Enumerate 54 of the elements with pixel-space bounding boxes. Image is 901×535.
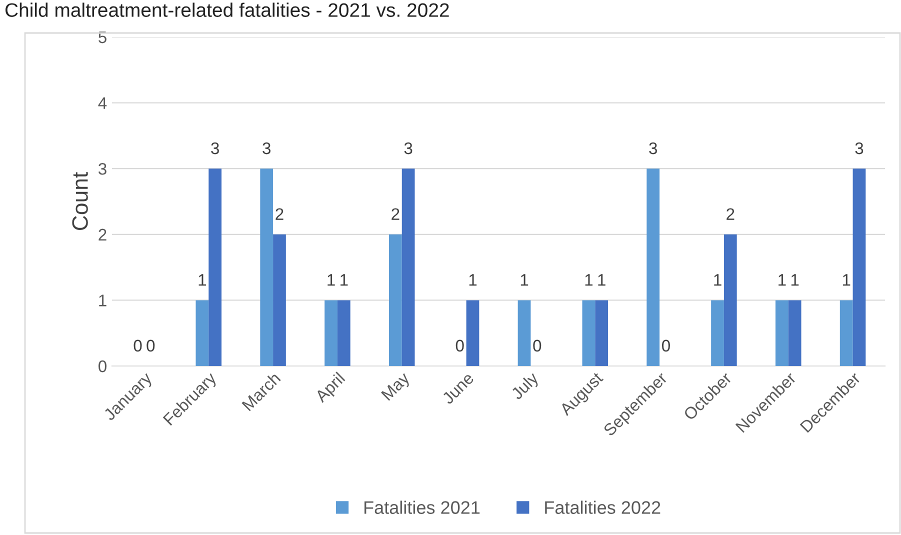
data-label: 1 [469,274,477,286]
x-tick-label: May [381,371,413,404]
data-label: 1 [198,274,206,286]
legend-label: Fatalities 2022 [545,500,660,514]
bar [208,168,222,366]
bar [518,300,531,366]
data-label: 1 [791,274,799,286]
y-tick-label: 0 [98,360,106,372]
data-label: 1 [842,274,850,286]
data-label: 1 [778,274,786,286]
data-label: 0 [456,340,464,352]
bar [711,300,724,366]
data-label: 2 [726,208,734,220]
bar [324,300,338,366]
y-tick-label: 4 [98,97,107,109]
data-label: 3 [649,142,657,154]
y-axis-title: Count [72,172,88,230]
bar [646,168,660,366]
bar [337,300,350,366]
data-label: 1 [585,274,593,286]
bar [595,300,608,366]
legend-label: Fatalities 2021 [364,500,480,514]
data-label: 1 [714,274,722,286]
data-label: 1 [328,274,335,286]
y-tick-label: 3 [98,163,106,175]
bar [788,300,802,366]
bar [582,300,596,366]
data-label: 1 [520,274,528,286]
bar [196,300,209,366]
data-label: 2 [392,208,400,220]
y-tick-label: 1 [99,294,106,306]
y-tick-label: 2 [98,228,106,240]
data-label: 3 [211,142,219,154]
data-label: 3 [404,142,412,154]
bar [724,234,737,366]
bar [273,234,286,366]
x-tick-label: July [510,370,542,403]
bar [775,300,788,366]
data-label: 0 [146,340,155,352]
data-label: 1 [340,274,348,286]
data-label: 3 [262,142,270,154]
bar [852,168,866,366]
bar [402,168,415,366]
data-label: 0 [533,340,542,352]
bar [388,234,402,366]
data-label: 0 [662,340,670,352]
data-label: 1 [598,274,606,286]
bar [840,300,853,366]
data-label: 2 [276,208,284,220]
data-label: 0 [134,340,142,352]
chart-title: Child maltreatment-related fatalities - 2021 vs. 2022 [5,2,449,17]
bar [260,168,274,366]
data-label: 3 [855,142,864,154]
bar [466,300,480,366]
